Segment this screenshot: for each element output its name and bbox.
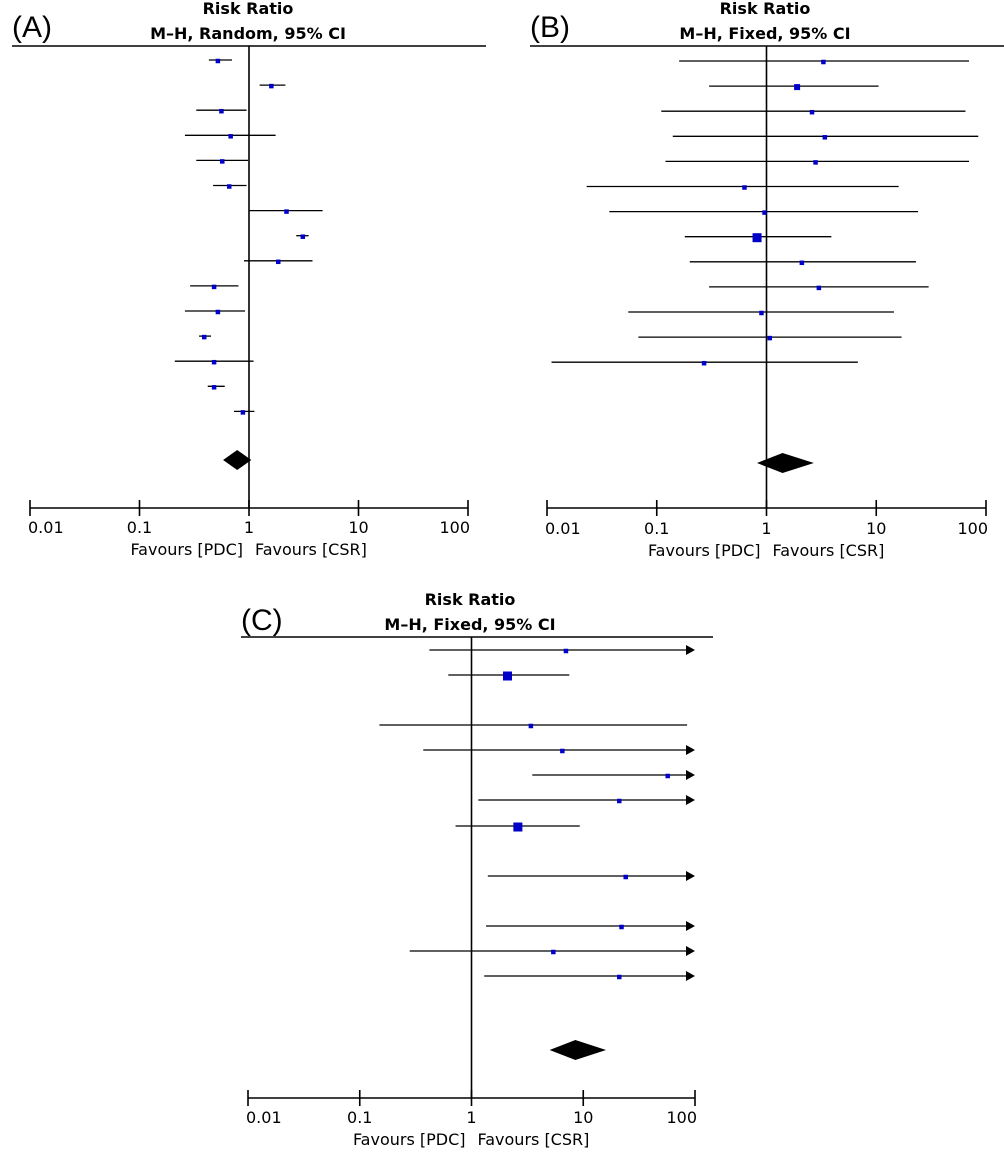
x-tick-label: 100 [439, 518, 470, 537]
forest-plot-a: (A) Risk Ratio M–H, Random, 95% CI 0.01 0.1 1… [12, 0, 486, 559]
study-estimate-point [742, 185, 747, 190]
study-estimate-point [619, 924, 624, 930]
ci-arrow [686, 921, 695, 931]
chart-subtitle: M–H, Fixed, 95% CI [679, 24, 850, 43]
x-tick-label: 10 [573, 1108, 593, 1127]
study-estimate-point [794, 84, 801, 91]
study-estimate-point [284, 209, 289, 214]
study-estimate-point [821, 59, 826, 65]
ci-arrow [686, 770, 695, 780]
study-estimate-point [809, 109, 815, 115]
chart-subtitle: M–H, Random, 95% CI [150, 24, 346, 43]
study-estimate-point [623, 874, 628, 880]
study-estimate-point [300, 234, 306, 239]
pooled-estimate-diamond [223, 450, 252, 470]
study-estimate-point [799, 260, 805, 266]
x-tick-label: 1 [244, 518, 254, 537]
x-tick-label: 0.01 [246, 1108, 282, 1127]
ci-arrow [686, 745, 695, 755]
favours-right-label: Favours [CSR] [478, 1130, 590, 1149]
study-estimate-point [503, 671, 513, 681]
study-estimate-point [211, 385, 217, 390]
forest-plot-c: (C) Risk Ratio M–H, Fixed, 95% CI 0.01 0.1 1 1… [241, 590, 713, 1149]
study-estimate-point [211, 284, 217, 290]
x-tick-label: 100 [666, 1108, 697, 1127]
study-estimate-point [215, 309, 221, 315]
chart-title: Risk Ratio [425, 590, 516, 609]
study-estimate-point [228, 134, 233, 139]
favours-right-label: Favours [CSR] [773, 541, 885, 560]
x-tick-label: 0.1 [127, 518, 152, 537]
study-estimate-point [211, 359, 217, 365]
study-estimate-point [560, 748, 565, 754]
favours-right-label: Favours [CSR] [255, 540, 367, 559]
pooled-estimate-diamond [757, 453, 814, 473]
study-estimate-point [528, 723, 534, 729]
study-estimate-point [269, 83, 274, 89]
study-estimate-point [701, 360, 707, 366]
ci-arrow [686, 971, 695, 981]
study-estimate-point [617, 974, 622, 980]
study-estimate-point [816, 285, 822, 291]
panel-label: (B) [530, 11, 570, 44]
study-estimate-point [665, 773, 670, 779]
chart-title: Risk Ratio [720, 0, 811, 18]
x-tick-label: 1 [761, 519, 771, 538]
study-estimate-point [617, 798, 622, 804]
study-estimate-point [201, 334, 207, 340]
favours-left-label: Favours [PDC] [648, 541, 761, 560]
study-estimate-point [219, 108, 224, 114]
study-estimate-point [551, 949, 556, 955]
study-estimate-point [759, 310, 764, 316]
x-tick-label: 0.01 [28, 518, 64, 537]
study-estimate-point [276, 259, 281, 265]
study-estimate-point [226, 184, 232, 189]
x-tick-label: 1 [466, 1108, 476, 1127]
study-estimate-point [220, 159, 225, 164]
favours-left-label: Favours [PDC] [353, 1130, 466, 1149]
study-estimate-point [767, 335, 772, 341]
study-estimate-point [752, 233, 762, 243]
study-estimate-point [563, 648, 569, 654]
forest-plot-b: (B) Risk Ratio M–H, Fixed, 95% CI 0.01 0.1 1 1… [530, 0, 1004, 560]
study-estimate-point [513, 822, 523, 832]
chart-title: Risk Ratio [203, 0, 294, 18]
ci-arrow [686, 645, 695, 655]
chart-subtitle: M–H, Fixed, 95% CI [384, 615, 555, 634]
pooled-estimate-diamond [549, 1040, 607, 1060]
study-estimate-point [762, 210, 767, 215]
study-estimate-point [813, 160, 818, 165]
ci-arrow [686, 946, 695, 956]
favours-left-label: Favours [PDC] [130, 540, 243, 559]
x-tick-label: 10 [866, 519, 886, 538]
ci-arrow [686, 795, 695, 805]
x-tick-label: 0.1 [644, 519, 669, 538]
study-estimate-point [822, 135, 828, 140]
x-tick-label: 100 [957, 519, 988, 538]
x-tick-label: 0.1 [347, 1108, 372, 1127]
ci-arrow [686, 871, 695, 881]
study-estimate-point [240, 410, 246, 415]
x-tick-label: 10 [348, 518, 368, 537]
panel-label: (C) [241, 604, 283, 637]
x-tick-label: 0.01 [545, 519, 581, 538]
study-estimate-point [215, 58, 221, 64]
panel-label: (A) [12, 11, 52, 44]
